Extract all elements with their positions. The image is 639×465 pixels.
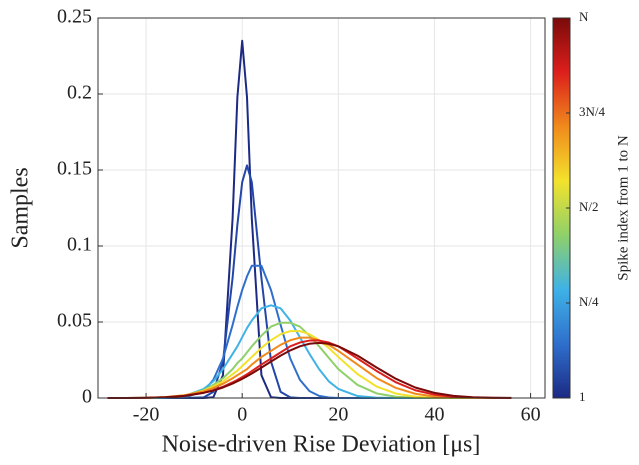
- colorbar-tick-label: 1: [579, 389, 586, 404]
- x-tick-label: -20: [133, 404, 160, 426]
- y-tick-label: 0.1: [67, 234, 92, 256]
- x-tick-label: 60: [521, 404, 541, 426]
- x-axis-label: Noise-driven Rise Deviation [μs]: [162, 432, 481, 458]
- axes-box: [97, 17, 546, 399]
- colorbar-label: Spike index from 1 to N: [615, 135, 631, 281]
- plot-area: [98, 18, 545, 398]
- colorbar-tick-label: N/4: [579, 294, 599, 309]
- colorbar-tick-label: N: [579, 9, 589, 24]
- y-tick-label: 0.05: [57, 310, 92, 332]
- colorbar-tick-label: N/2: [579, 199, 599, 214]
- y-tick-label: 0: [82, 386, 92, 408]
- x-tick-label: 20: [328, 404, 348, 426]
- x-tick-label: 0: [237, 404, 247, 426]
- y-tick-label: 0.2: [67, 82, 92, 104]
- series-line: [107, 336, 512, 399]
- y-tick-label: 0.15: [57, 158, 92, 180]
- series-line: [107, 341, 512, 399]
- y-axis-label: Samples: [8, 167, 34, 248]
- colorbar-tick-label: 3N/4: [579, 104, 606, 119]
- y-tick-label: 0.25: [57, 6, 92, 28]
- x-tick-label: 40: [424, 404, 444, 426]
